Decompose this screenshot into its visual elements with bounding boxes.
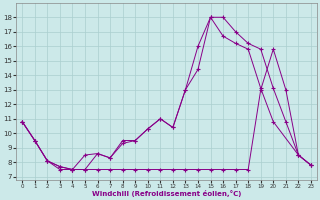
X-axis label: Windchill (Refroidissement éolien,°C): Windchill (Refroidissement éolien,°C) (92, 190, 241, 197)
